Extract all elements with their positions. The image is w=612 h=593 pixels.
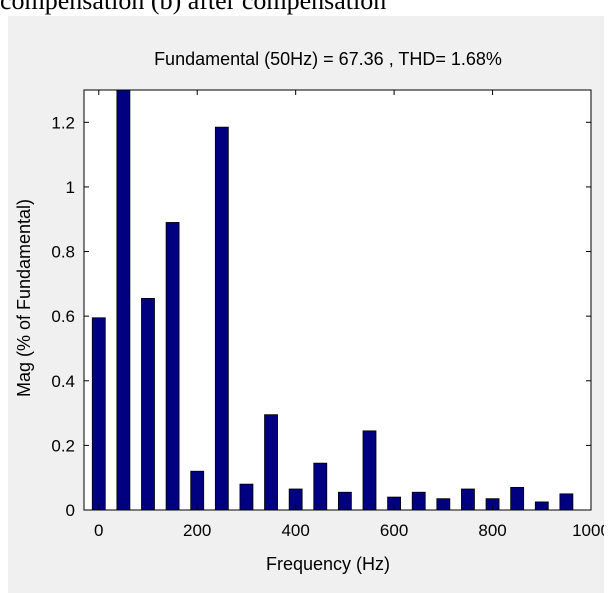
bars-group	[91, 89, 574, 511]
plot-area	[84, 90, 591, 510]
bar-950hz	[559, 493, 574, 511]
bar-900hz	[534, 501, 549, 511]
bar-50hz	[116, 89, 131, 511]
y-tick-label: 0.4	[51, 372, 75, 391]
x-tick-label: 200	[183, 521, 211, 540]
chart-title: Fundamental (50Hz) = 67.36 , THD= 1.68%	[154, 49, 502, 69]
plot-frame	[83, 89, 592, 511]
x-tick-label: 0	[94, 521, 103, 540]
x-tick-label: 400	[281, 521, 309, 540]
bar-100hz	[141, 297, 155, 511]
y-tick-label: 0.2	[51, 436, 75, 455]
bar-850hz	[510, 486, 525, 511]
figure-caption: compensation (b) after compensation	[0, 0, 387, 15]
bar-150hz	[165, 222, 180, 511]
bar-350hz	[264, 414, 278, 511]
bar-250hz	[214, 126, 229, 511]
y-tick-label: 1.2	[51, 113, 75, 132]
y-tick-label: 0.8	[51, 243, 75, 262]
bar-650hz	[411, 491, 426, 511]
bar-550hz	[362, 430, 377, 511]
bar-300hz	[239, 483, 254, 511]
x-axis-label: Frequency (Hz)	[266, 554, 390, 574]
bar-200hz	[190, 470, 205, 511]
y-tick-label: 1	[66, 178, 75, 197]
y-tick-label: 0.6	[51, 307, 75, 326]
bar-700hz	[436, 498, 451, 511]
bar-450hz	[313, 462, 328, 511]
bar-0hz	[91, 317, 106, 511]
bar-750hz	[461, 488, 475, 511]
y-tick-label: 0	[66, 501, 75, 520]
x-tick-label: 800	[478, 521, 506, 540]
y-ticks: 0 0.2 0.4 0.6 0.8 1 1.2	[51, 113, 591, 520]
bar-500hz	[337, 491, 352, 511]
y-axis-label: Mag (% of Fundamental)	[14, 199, 34, 397]
x-tick-label: 600	[380, 521, 408, 540]
